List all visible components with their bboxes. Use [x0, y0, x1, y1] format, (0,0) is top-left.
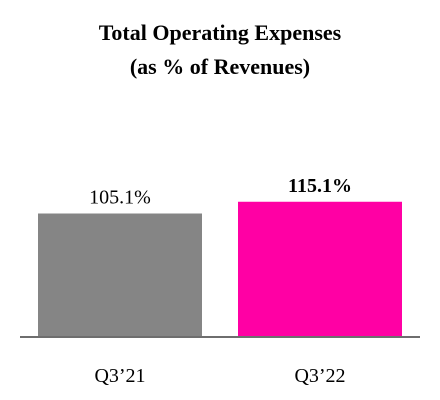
data-label-1: 105.1% — [89, 187, 151, 209]
bar-2 — [238, 201, 402, 337]
chart-subtitle: (as % of Revenues) — [129, 54, 311, 79]
x-tick-label-2: Q3’22 — [294, 365, 345, 387]
bar-1 — [38, 213, 202, 337]
data-label-2: 115.1% — [288, 175, 352, 197]
chart-title: Total Operating Expenses — [98, 20, 342, 45]
x-tick-label-1: Q3’21 — [94, 365, 145, 387]
